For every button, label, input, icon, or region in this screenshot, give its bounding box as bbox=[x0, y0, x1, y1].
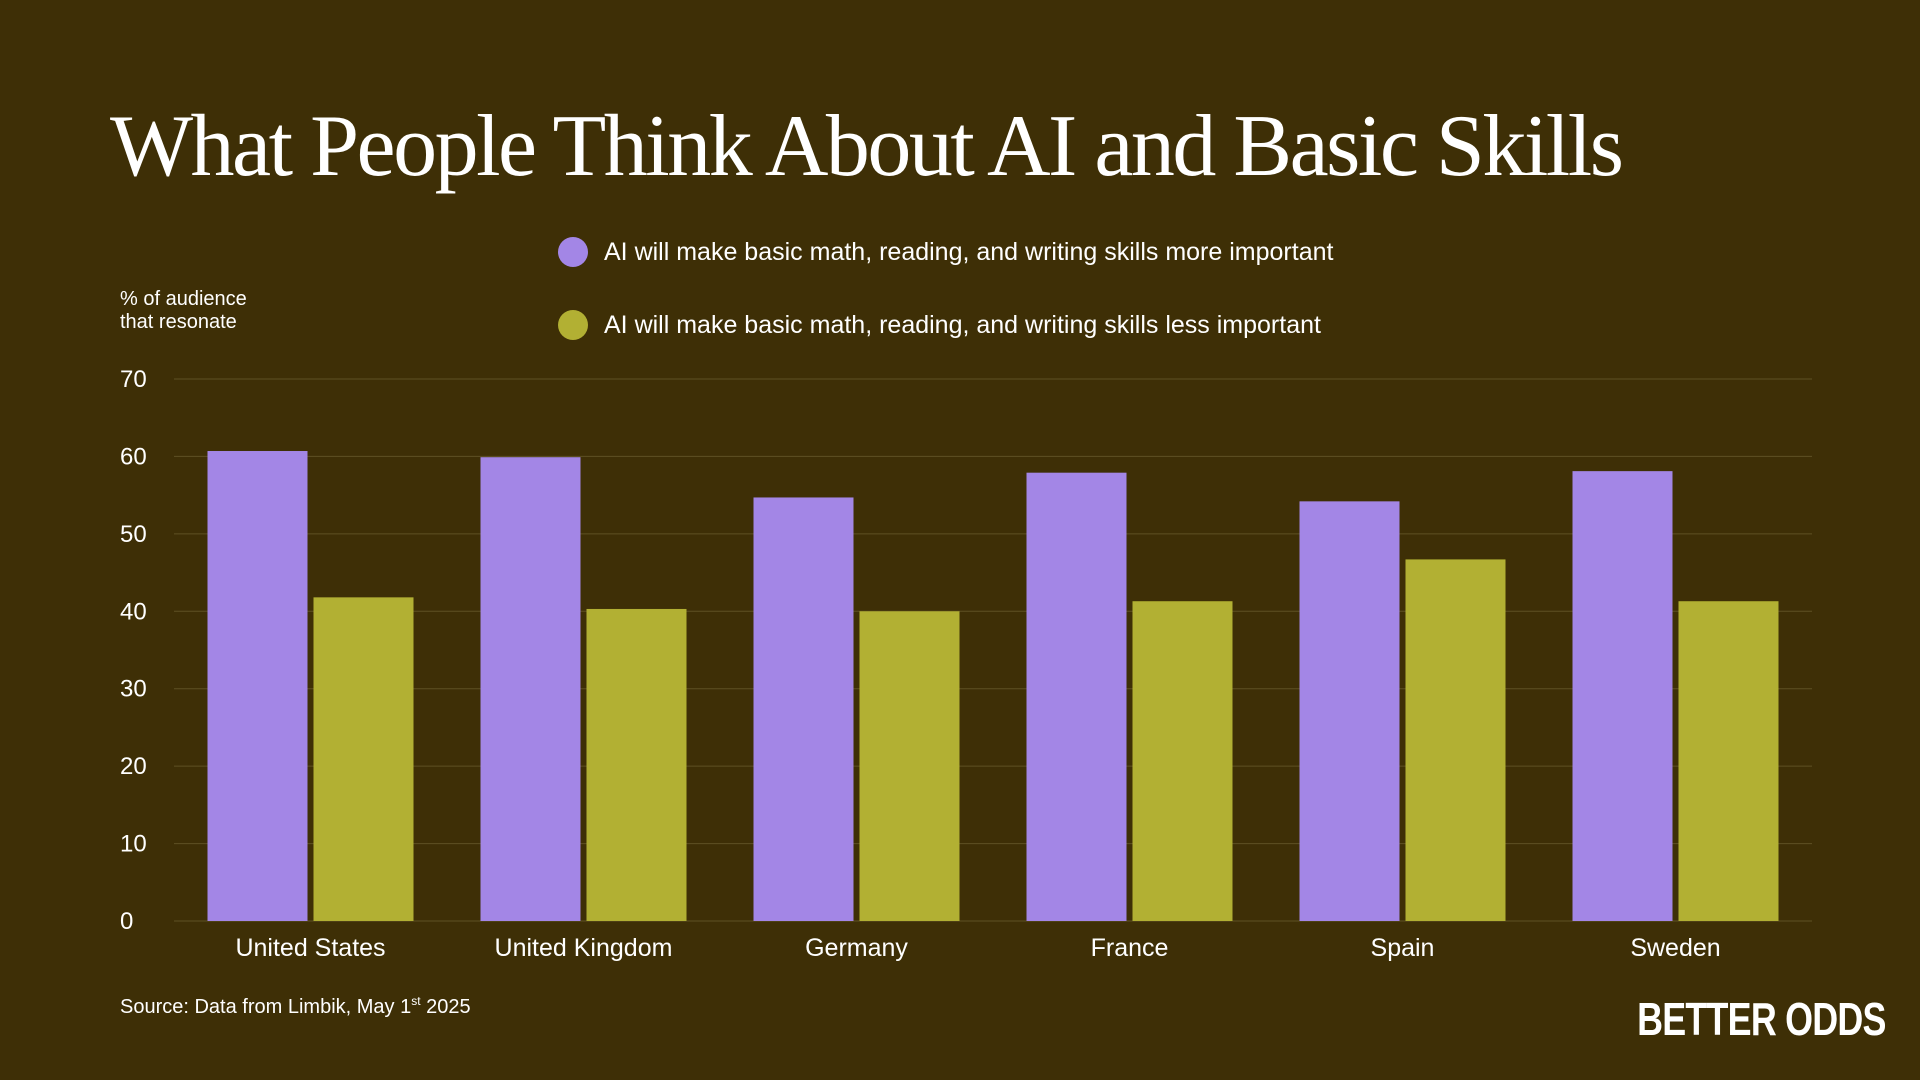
bar-more-important bbox=[1299, 501, 1400, 921]
legend-swatch-more bbox=[558, 237, 588, 267]
legend-label-more: AI will make basic math, reading, and wr… bbox=[604, 237, 1334, 266]
legend: AI will make basic math, reading, and wr… bbox=[558, 232, 1333, 378]
y-tick-label: 10 bbox=[120, 831, 147, 858]
chart-title: What People Think About AI and Basic Ski… bbox=[110, 98, 1624, 195]
bar-more-important bbox=[753, 497, 854, 921]
bar-less-important bbox=[1678, 601, 1779, 921]
x-tick-label: Germany bbox=[805, 934, 908, 962]
legend-label-less: AI will make basic math, reading, and wr… bbox=[604, 310, 1321, 339]
bar-more-important bbox=[1026, 472, 1127, 921]
source-year: 2025 bbox=[420, 996, 471, 1018]
brand-logo: BETTER ODDS bbox=[1637, 993, 1886, 1045]
bar-more-important bbox=[1572, 471, 1673, 921]
legend-item-less: AI will make basic math, reading, and wr… bbox=[558, 305, 1333, 345]
source-text: Source: Data from Limbik, May 1 bbox=[120, 996, 412, 1018]
bar-less-important bbox=[1132, 601, 1233, 921]
y-tick-label: 60 bbox=[120, 443, 147, 470]
bar-less-important bbox=[313, 597, 414, 921]
x-tick-label: Sweden bbox=[1630, 934, 1720, 962]
source-note: Source: Data from Limbik, May 1st 2025 bbox=[120, 994, 471, 1019]
y-tick-label: 40 bbox=[120, 598, 147, 625]
y-tick-label: 50 bbox=[120, 521, 147, 548]
legend-swatch-less bbox=[558, 310, 588, 340]
y-tick-label: 0 bbox=[120, 908, 133, 935]
bar-more-important bbox=[207, 451, 308, 921]
bar-more-important bbox=[480, 457, 581, 921]
x-tick-label: United Kingdom bbox=[495, 934, 673, 962]
legend-item-more: AI will make basic math, reading, and wr… bbox=[558, 232, 1333, 272]
y-tick-label: 20 bbox=[120, 753, 147, 780]
x-tick-label: United States bbox=[235, 934, 385, 962]
bar-less-important bbox=[1405, 559, 1506, 921]
source-superscript: st bbox=[411, 994, 421, 1008]
bar-less-important bbox=[586, 608, 687, 921]
y-axis-label: % of audience that resonate bbox=[120, 288, 247, 333]
y-tick-label: 30 bbox=[120, 676, 147, 703]
bar-less-important bbox=[859, 611, 960, 921]
x-tick-label: Spain bbox=[1371, 934, 1435, 962]
y-tick-label: 70 bbox=[120, 366, 147, 393]
x-tick-label: France bbox=[1091, 934, 1169, 962]
